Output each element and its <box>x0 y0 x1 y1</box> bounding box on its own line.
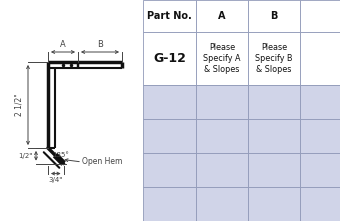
Bar <box>196 0 248 32</box>
Bar <box>300 0 340 32</box>
Bar <box>143 187 196 221</box>
Text: Part No.: Part No. <box>147 11 192 21</box>
Bar <box>143 119 196 153</box>
Text: 2 1/2": 2 1/2" <box>15 94 24 116</box>
Bar <box>248 0 300 32</box>
Bar <box>196 119 248 153</box>
Bar <box>248 85 300 119</box>
Bar <box>300 119 340 153</box>
Text: G-12: G-12 <box>153 52 186 65</box>
Bar <box>196 153 248 187</box>
Bar <box>196 85 248 119</box>
Bar <box>196 32 248 85</box>
Bar <box>300 153 340 187</box>
Text: Please
Specify A
& Slopes: Please Specify A & Slopes <box>203 43 241 74</box>
Text: 3/4": 3/4" <box>49 177 63 183</box>
Bar <box>300 187 340 221</box>
Text: A: A <box>60 40 66 49</box>
Bar <box>248 187 300 221</box>
Bar <box>143 0 196 32</box>
Bar <box>143 32 196 85</box>
Bar <box>196 187 248 221</box>
Bar <box>143 153 196 187</box>
Bar <box>248 153 300 187</box>
Bar <box>248 32 300 85</box>
Bar <box>300 32 340 85</box>
Text: 135°: 135° <box>52 152 69 158</box>
Bar <box>300 85 340 119</box>
Text: 1/2": 1/2" <box>19 153 33 159</box>
Bar <box>248 119 300 153</box>
Text: B: B <box>97 40 103 49</box>
Text: Please
Specify B
& Slopes: Please Specify B & Slopes <box>255 43 293 74</box>
Text: Open Hem: Open Hem <box>82 158 122 166</box>
Bar <box>143 85 196 119</box>
Text: A: A <box>218 11 226 21</box>
Text: B: B <box>270 11 278 21</box>
